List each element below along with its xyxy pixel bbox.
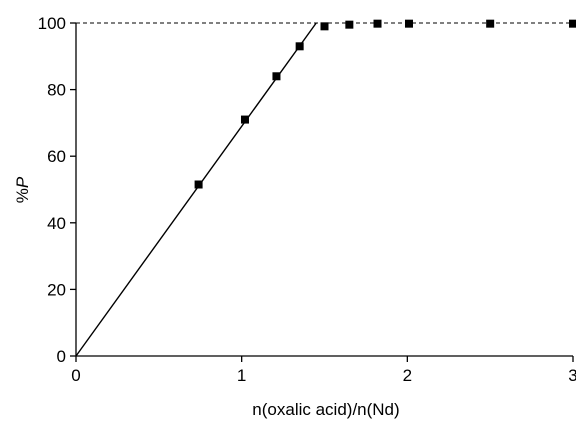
- y-tick-label: 0: [57, 347, 66, 366]
- y-tick-label: 60: [47, 147, 66, 166]
- x-tick-label: 3: [568, 366, 576, 385]
- data-point: [240, 115, 249, 124]
- ticks: 0 1 2 3 0 20 40 60 80 100: [38, 14, 576, 385]
- y-axis-label-prefix: %: [13, 188, 32, 203]
- data-point: [404, 19, 413, 28]
- x-tick-label: 2: [403, 366, 412, 385]
- data-point: [272, 72, 281, 81]
- y-tick-label: 80: [47, 81, 66, 100]
- data-point: [320, 22, 329, 31]
- x-axis-label: n(oxalic acid)/n(Nd): [252, 400, 399, 419]
- data-point: [373, 19, 382, 28]
- points: [194, 19, 576, 189]
- data-point: [194, 180, 203, 189]
- data-point: [345, 20, 354, 29]
- y-tick-label: 100: [38, 14, 66, 33]
- data-point: [569, 19, 576, 28]
- y-axis-label-italic: P: [13, 176, 32, 188]
- x-tick-label: 1: [237, 366, 246, 385]
- data-point: [486, 19, 495, 28]
- data-point: [295, 42, 304, 51]
- lines: [75, 22, 573, 357]
- y-axis-label: %P: [13, 176, 32, 203]
- axes: [75, 23, 573, 357]
- x-tick-label: 0: [71, 366, 80, 385]
- y-tick-label: 40: [47, 214, 66, 233]
- y-tick-label: 20: [47, 280, 66, 299]
